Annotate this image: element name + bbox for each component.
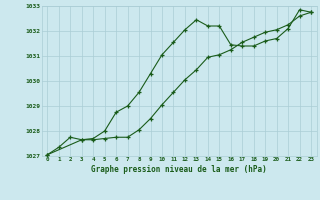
X-axis label: Graphe pression niveau de la mer (hPa): Graphe pression niveau de la mer (hPa)	[91, 165, 267, 174]
